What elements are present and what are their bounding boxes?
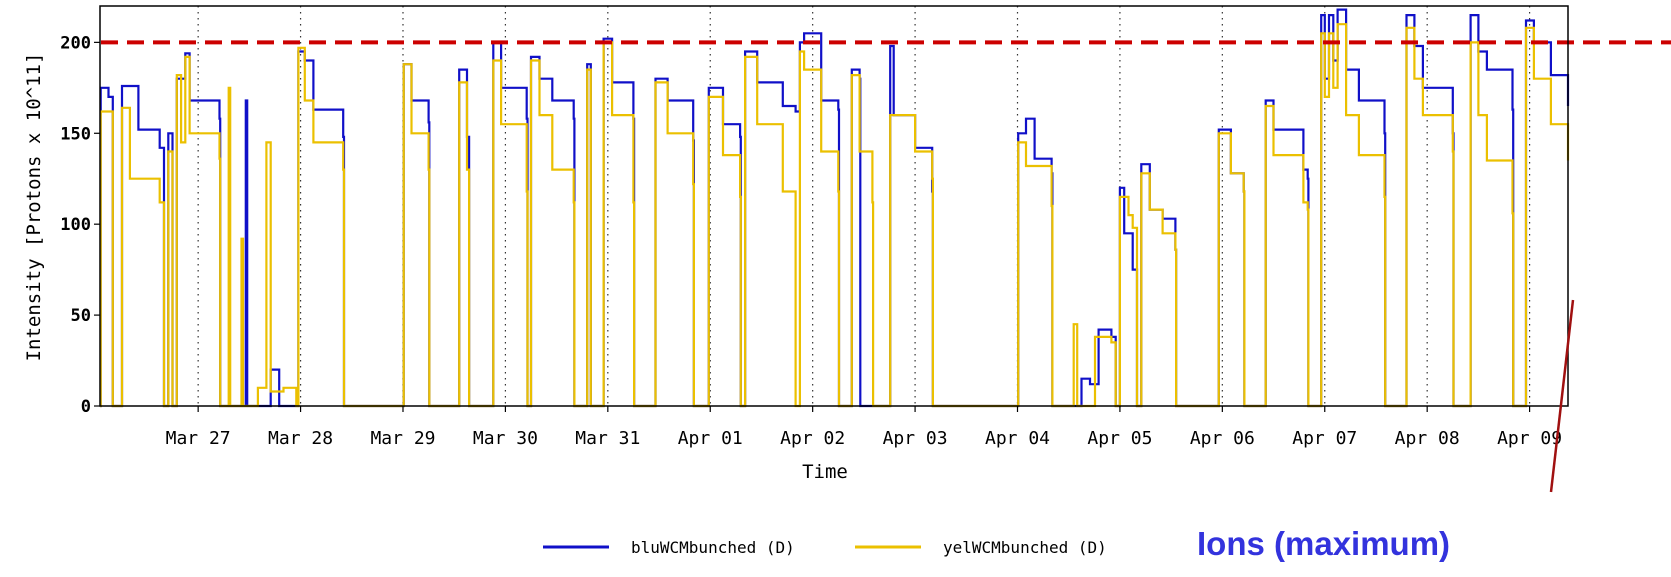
x-tick-label: Apr 06: [1190, 428, 1255, 449]
series-lines: [99, 8, 1570, 408]
y-axis-ticks: 0 50 100 150 200: [60, 33, 100, 417]
y-tick-label: 50: [71, 306, 91, 326]
annotation-arrow: [1549, 299, 1575, 493]
x-axis-label: Time: [802, 461, 848, 483]
legend-label-blue: bluWCMbunched (D): [631, 538, 795, 557]
y-tick-label: 0: [81, 397, 91, 417]
x-tick-label: Apr 09: [1497, 428, 1562, 449]
plot-frame: [99, 5, 1569, 407]
ions-maximum-annotation: Ions (maximum): [1197, 525, 1450, 562]
x-tick-label: Apr 08: [1395, 428, 1460, 449]
legend: bluWCMbunched (D) yelWCMbunched (D): [543, 538, 1107, 557]
x-tick-label: Mar 27: [166, 428, 231, 449]
series-yellow-line: [99, 23, 1570, 408]
x-tick-label: Mar 31: [575, 428, 640, 449]
x-axis-ticks: Mar 27 Mar 28 Mar 29 Mar 30 Mar 31 Apr 01 Apr …: [166, 406, 1562, 449]
y-axis-label: Intensity [Protons x 10^11]: [23, 53, 45, 362]
y-tick-label: 100: [60, 215, 91, 235]
x-tick-label: Apr 03: [883, 428, 948, 449]
x-tick-label: Mar 28: [268, 428, 333, 449]
y-tick-label: 150: [60, 124, 91, 144]
x-tick-label: Apr 02: [780, 428, 845, 449]
legend-label-yellow: yelWCMbunched (D): [943, 538, 1107, 557]
x-tick-label: Apr 07: [1292, 428, 1357, 449]
x-tick-label: Apr 04: [985, 428, 1050, 449]
x-tick-label: Mar 29: [370, 428, 435, 449]
x-tick-label: Mar 30: [473, 428, 538, 449]
x-tick-label: Apr 05: [1087, 428, 1152, 449]
y-tick-label: 200: [60, 33, 91, 53]
x-tick-label: Apr 01: [678, 428, 743, 449]
